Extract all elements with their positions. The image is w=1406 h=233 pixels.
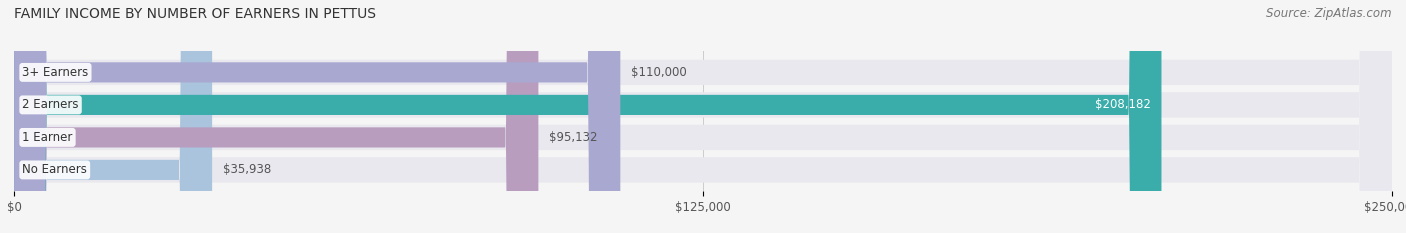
Text: FAMILY INCOME BY NUMBER OF EARNERS IN PETTUS: FAMILY INCOME BY NUMBER OF EARNERS IN PE… (14, 7, 375, 21)
Text: Source: ZipAtlas.com: Source: ZipAtlas.com (1267, 7, 1392, 20)
Text: $35,938: $35,938 (224, 163, 271, 176)
FancyBboxPatch shape (14, 0, 1392, 233)
FancyBboxPatch shape (14, 0, 538, 233)
Text: 1 Earner: 1 Earner (22, 131, 73, 144)
Text: 2 Earners: 2 Earners (22, 98, 79, 111)
FancyBboxPatch shape (14, 0, 1161, 233)
FancyBboxPatch shape (14, 0, 212, 233)
Text: 3+ Earners: 3+ Earners (22, 66, 89, 79)
FancyBboxPatch shape (14, 0, 1392, 233)
Text: No Earners: No Earners (22, 163, 87, 176)
FancyBboxPatch shape (14, 0, 1392, 233)
Text: $208,182: $208,182 (1094, 98, 1150, 111)
Text: $110,000: $110,000 (631, 66, 688, 79)
FancyBboxPatch shape (14, 0, 1392, 233)
FancyBboxPatch shape (14, 0, 620, 233)
Text: $95,132: $95,132 (550, 131, 598, 144)
